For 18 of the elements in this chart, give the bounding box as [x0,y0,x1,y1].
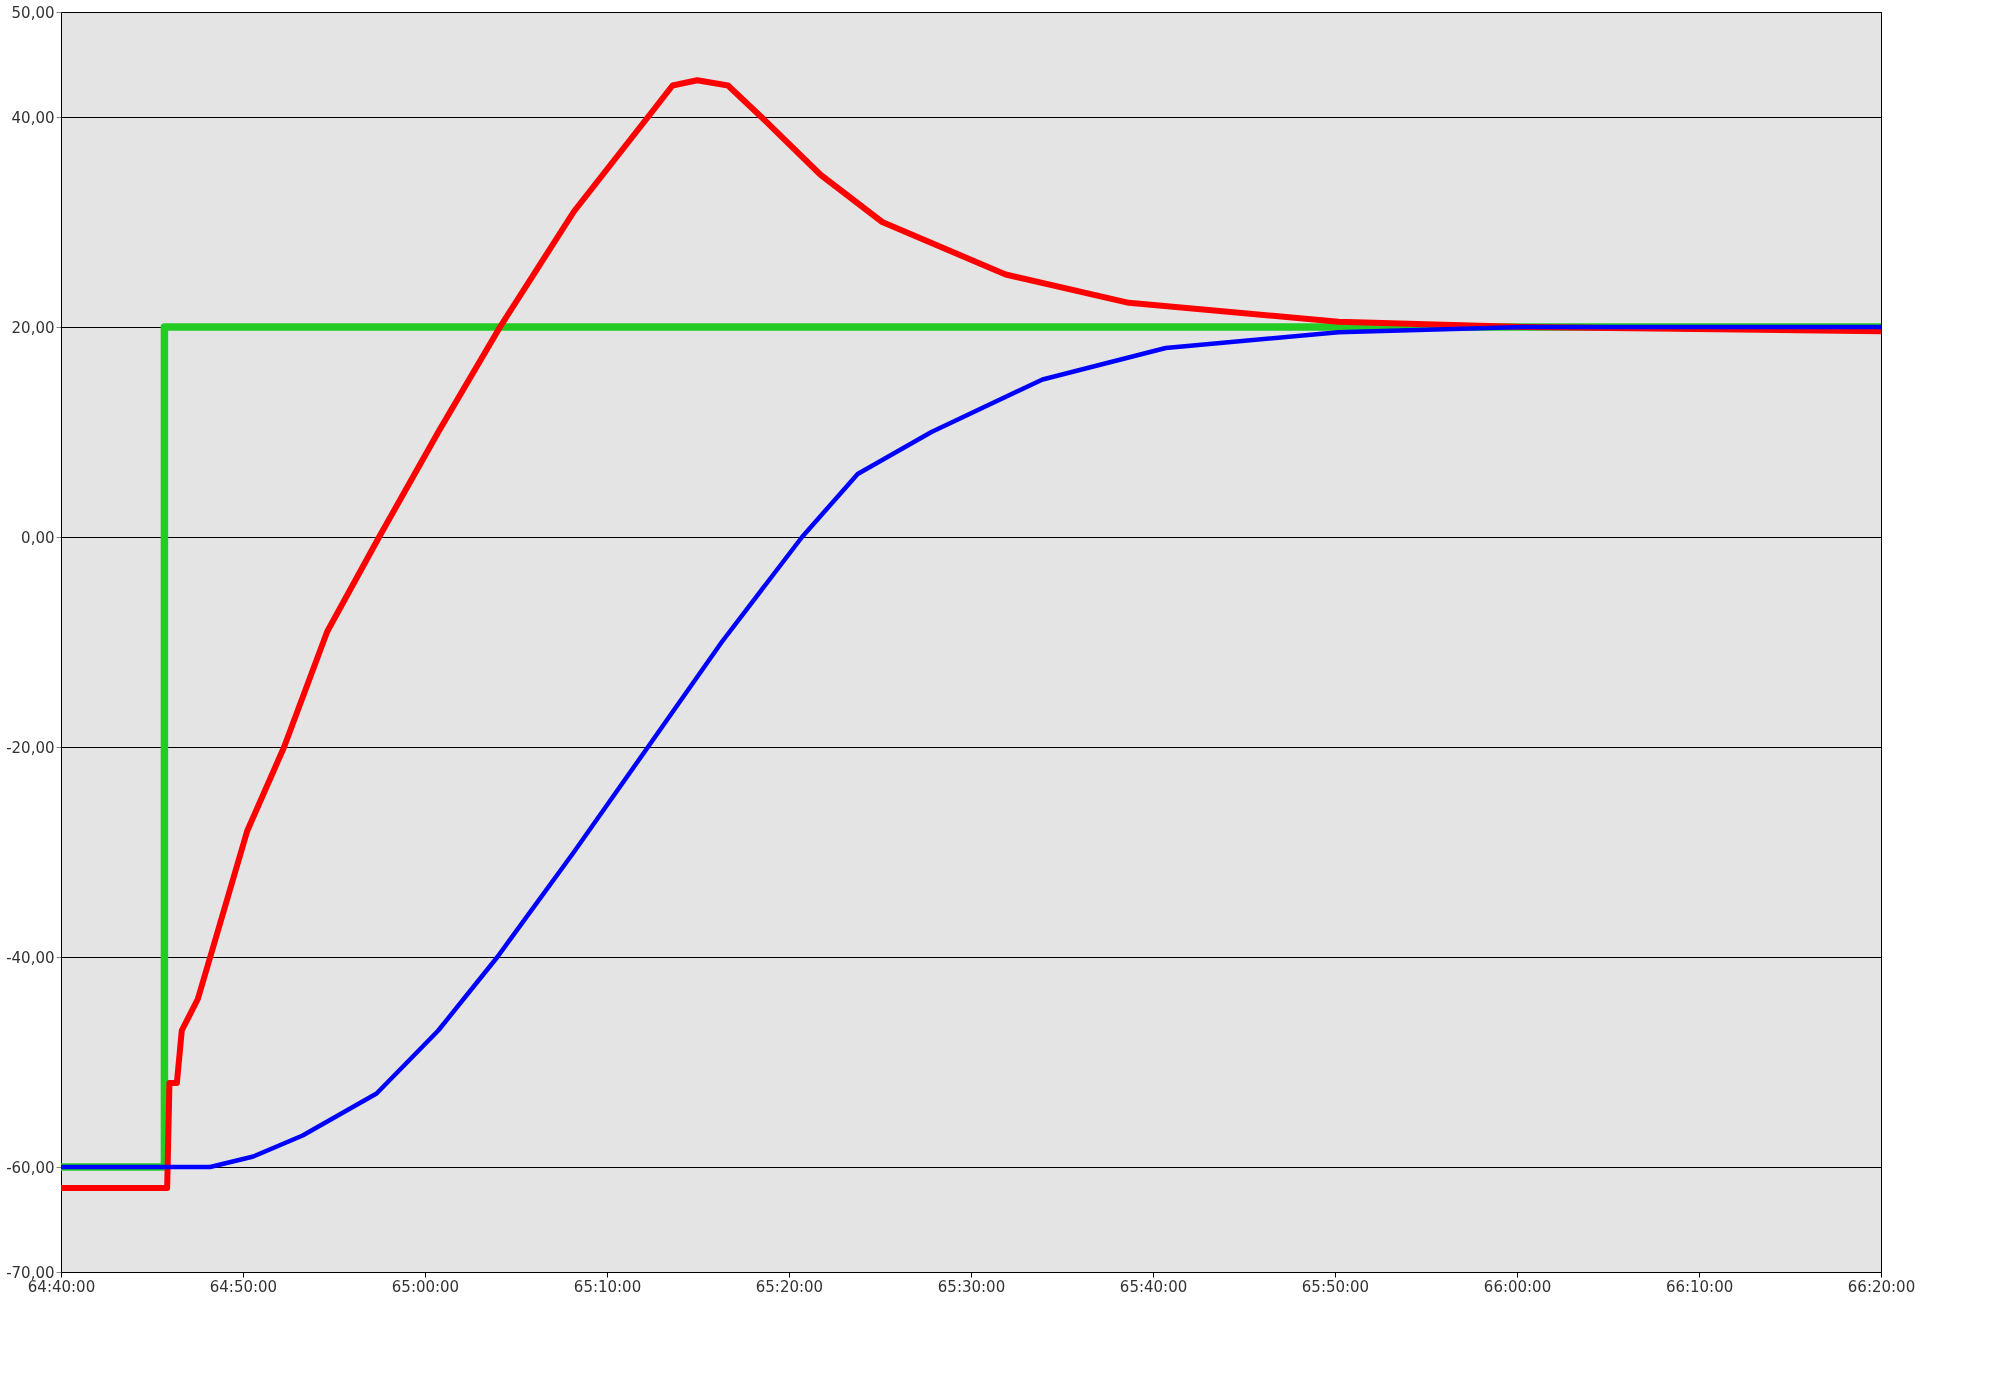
y-tick-label: -70,00 [6,1263,55,1282]
x-tick-label: 65:20:00 [755,1277,824,1296]
x-tick-label: 64:50:00 [209,1277,278,1296]
x-tick-label: 65:10:00 [573,1277,642,1296]
x-tick-label: 65:30:00 [937,1277,1006,1296]
y-tick-label: 20,00 [11,318,55,337]
x-tick-label: 65:50:00 [1301,1277,1370,1296]
y-tick-label: -20,00 [6,738,55,757]
y-tick-label: -40,00 [6,948,55,967]
x-tick-label: 65:00:00 [391,1277,460,1296]
y-tick-label: -60,00 [6,1158,55,1177]
y-tick-label: 50,00 [11,3,55,22]
y-tick-label: 40,00 [11,108,55,127]
x-tick-label: 65:40:00 [1119,1277,1188,1296]
x-tick-label: 66:00:00 [1483,1277,1552,1296]
y-tick-label: 0,00 [21,528,55,547]
x-tick-label: 66:20:00 [1847,1277,1916,1296]
x-tick-label: 66:10:00 [1665,1277,1734,1296]
